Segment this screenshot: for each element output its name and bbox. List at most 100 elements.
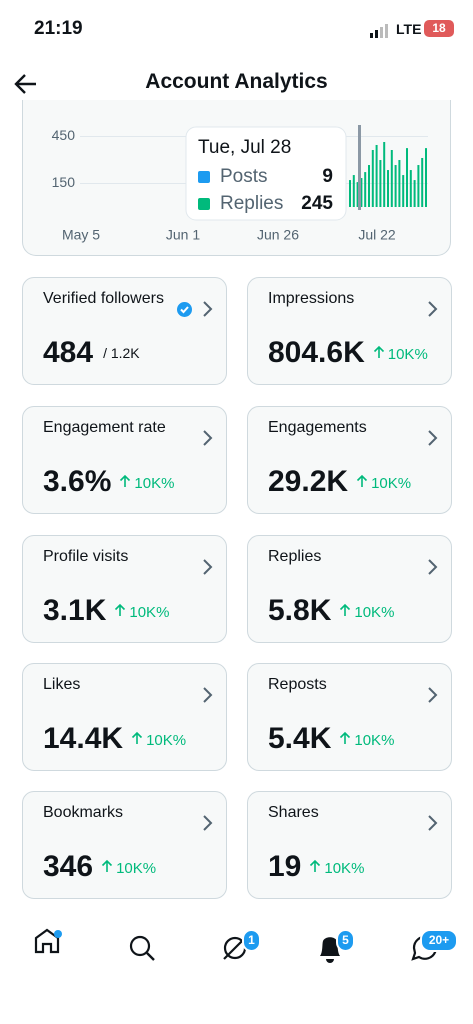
metric-label: Engagement rate	[43, 419, 166, 436]
metric-value: 484	[43, 336, 94, 369]
metric-change-group: 10K%	[114, 603, 169, 621]
signal-icon	[370, 24, 388, 38]
search-tab[interactable]	[129, 935, 155, 961]
metric-card[interactable]: Verified followers 484 / 1.2K	[22, 277, 227, 385]
home-dot	[54, 930, 62, 938]
bar	[368, 165, 370, 207]
metric-label: Engagements	[268, 419, 367, 436]
up-arrow	[310, 859, 321, 872]
notification-badge: 5	[336, 929, 355, 952]
metric-value-row: 19 10K%	[268, 850, 364, 884]
metric-label: Shares	[268, 804, 319, 821]
up-arrow-path	[115, 603, 126, 616]
tooltip-date: Tue, Jul 28	[198, 137, 291, 158]
grok-badge: 1	[242, 929, 261, 952]
metric-card[interactable]: Engagements 29.2K 10K%	[247, 406, 452, 514]
page-title: Account Analytics	[145, 70, 328, 93]
up-arrow	[356, 474, 368, 487]
up-arrow-path	[373, 345, 384, 358]
y-tick-label: 150	[52, 174, 76, 190]
metric-change-group: 10K%	[131, 731, 187, 749]
up-arrow-path	[120, 474, 131, 487]
metric-change: 10K%	[146, 732, 187, 749]
bar	[379, 160, 382, 207]
bottom-nav	[34, 928, 438, 963]
up-arrow	[115, 603, 126, 616]
chevron	[428, 559, 438, 575]
battery-level: 18	[424, 20, 454, 37]
home-tab[interactable]	[34, 928, 60, 954]
chevron	[203, 687, 213, 703]
metric-change-group: 10K%	[339, 731, 394, 749]
chevron-path	[203, 430, 213, 446]
metric-value: 19	[268, 850, 302, 883]
badge-check	[180, 306, 189, 314]
metric-card[interactable]: Profile visits 3.1K 10K%	[22, 535, 227, 643]
metric-card[interactable]: Reposts 5.4K 10K%	[247, 663, 452, 771]
x-tick-label: Jun 1	[166, 227, 200, 243]
chevron	[428, 301, 438, 317]
notifications-tab[interactable]	[320, 937, 340, 963]
bar	[390, 149, 393, 207]
x-tick-label: Jun 26	[257, 227, 299, 243]
metric-label: Bookmarks	[43, 804, 124, 821]
bar	[364, 172, 367, 207]
metric-label: Profile visits	[43, 548, 129, 565]
bar	[375, 144, 378, 207]
chevron-path	[428, 687, 438, 703]
up-arrow	[373, 345, 384, 358]
metric-change: 10K%	[387, 346, 428, 363]
metric-value-row: 5.8K 10K%	[268, 594, 394, 628]
metric-value-row: 346 10K%	[43, 850, 156, 884]
up-arrow-path	[340, 731, 351, 744]
up-arrow	[101, 859, 113, 872]
metric-label: Impressions	[268, 290, 355, 307]
metric-change: 10K%	[324, 860, 365, 877]
up-arrow-path	[356, 474, 368, 487]
metric-change-group: 10K%	[119, 474, 174, 492]
bar	[425, 148, 427, 207]
status-time: 21:19	[34, 18, 83, 39]
metric-value-row: 804.6K 10K%	[268, 336, 428, 370]
metric-change: 10K%	[371, 475, 412, 492]
bar	[398, 160, 401, 207]
metric-card[interactable]: Impressions 804.6K 10K%	[247, 277, 452, 385]
metric-card[interactable]: Shares 19 10K%	[247, 791, 452, 899]
bar	[417, 165, 420, 207]
metric-card[interactable]: Replies 5.8K 10K%	[247, 535, 452, 643]
metric-label: Likes	[43, 676, 81, 693]
metric-value: 14.4K	[43, 722, 124, 755]
tooltip-box	[185, 126, 347, 221]
metric-change: 10K%	[354, 604, 395, 621]
metric-card[interactable]: Bookmarks 346 10K%	[22, 791, 227, 899]
legend-value: 9	[322, 166, 333, 187]
metric-value: 3.1K	[43, 594, 107, 627]
network-label: LTE	[396, 21, 422, 37]
chevron	[428, 430, 438, 446]
up-arrow	[340, 603, 351, 616]
back-button[interactable]	[12, 70, 40, 98]
legend-swatch	[198, 198, 210, 210]
chevron-path	[428, 430, 438, 446]
metric-card[interactable]: Likes 14.4K 10K%	[22, 663, 227, 771]
chevron-path	[203, 687, 213, 703]
metric-value-row: 3.6% 10K%	[43, 465, 174, 499]
bar	[360, 178, 363, 207]
metric-card[interactable]: Engagement rate 3.6% 10K%	[22, 406, 227, 514]
message-badge: 20+	[420, 929, 458, 952]
legend-name: Replies	[220, 193, 283, 214]
chevron-path	[203, 559, 213, 575]
up-arrow-path	[131, 731, 143, 744]
chart: 150 450 May 5 Jun 1 Jun 26 Jul 22 Tue, Jul 28 P…	[52, 125, 428, 243]
metric-label: Replies	[268, 548, 322, 565]
up-arrow-path	[101, 859, 113, 872]
legend-swatch	[198, 171, 210, 183]
metric-value-row: 3.1K 10K%	[43, 594, 169, 628]
bar	[406, 148, 408, 207]
metric-value-row: 29.2K 10K%	[268, 465, 411, 499]
chevron	[203, 430, 213, 446]
legend-value: 245	[301, 193, 333, 214]
metric-change-group: 10K%	[373, 345, 428, 363]
chevron-path	[203, 301, 213, 317]
metric-change-group: 10K%	[101, 859, 156, 877]
